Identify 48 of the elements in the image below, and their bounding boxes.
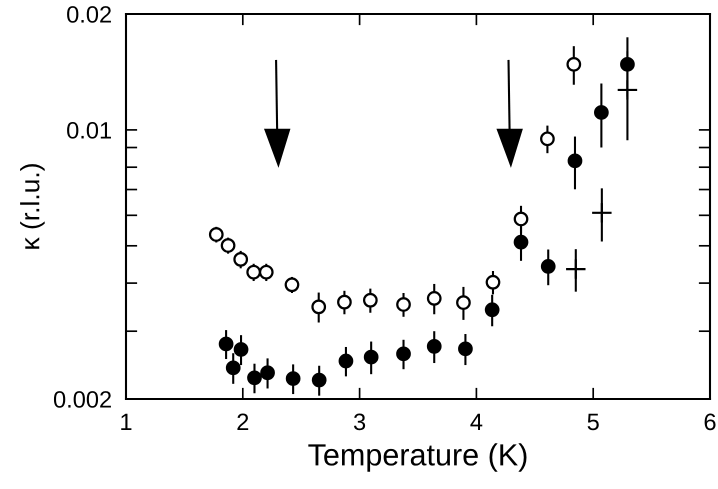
point <box>564 258 587 280</box>
point <box>568 153 582 168</box>
point <box>258 264 274 280</box>
point <box>426 291 442 306</box>
point <box>396 297 411 312</box>
point <box>566 56 582 72</box>
point <box>540 131 555 146</box>
y-tick-label: 0.02 <box>67 6 111 23</box>
x-tick-label: 2 <box>237 414 248 430</box>
point <box>486 274 500 290</box>
point <box>260 365 275 380</box>
point <box>246 264 262 280</box>
point <box>226 360 241 376</box>
point <box>312 372 327 388</box>
point <box>620 56 635 72</box>
point <box>233 252 248 267</box>
y-tick-label: 0.01 <box>67 122 111 139</box>
point <box>337 294 352 310</box>
point <box>396 346 411 362</box>
point <box>362 292 378 308</box>
point <box>594 105 609 120</box>
point <box>514 234 528 250</box>
y-tick-label: 0.002 <box>54 391 111 408</box>
point <box>514 212 528 226</box>
point <box>484 302 500 318</box>
point <box>458 341 473 356</box>
point <box>456 295 471 310</box>
point <box>426 339 442 354</box>
x-tick-label: 4 <box>470 414 482 430</box>
point <box>591 202 613 224</box>
point <box>338 354 354 368</box>
point <box>616 79 638 101</box>
x-tick-label: 5 <box>588 414 599 430</box>
point <box>247 370 262 386</box>
x-tick-label: 1 <box>121 414 132 430</box>
point <box>286 371 300 386</box>
point <box>540 259 556 274</box>
x-axis-title: Temperature (K) <box>308 443 526 472</box>
x-tick-label: 3 <box>354 414 366 430</box>
point <box>311 300 326 314</box>
point <box>218 336 234 352</box>
x-tick-label: 6 <box>704 414 716 430</box>
point <box>364 350 379 364</box>
point <box>234 342 248 357</box>
point <box>208 227 224 242</box>
y-axis-title: κ (r.l.u.) <box>20 164 45 249</box>
point <box>220 238 236 253</box>
point <box>284 277 300 292</box>
